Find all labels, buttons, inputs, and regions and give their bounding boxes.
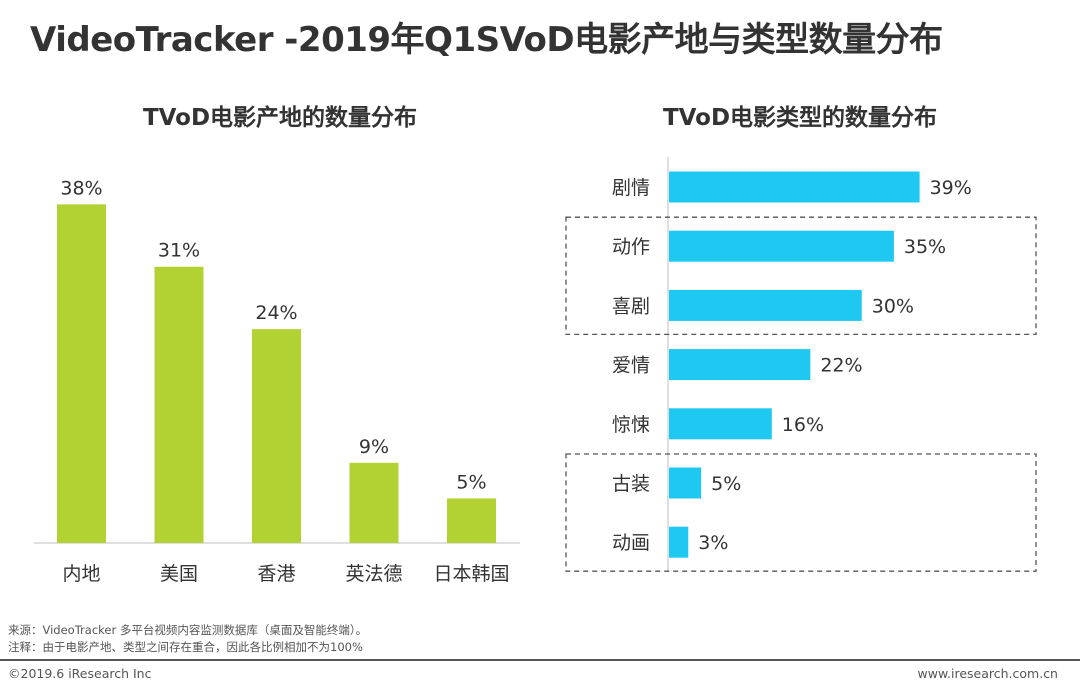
genre-tick-label: 爱情 (612, 355, 650, 377)
genre-bar (669, 349, 811, 381)
origin-data-label: 24% (255, 302, 297, 324)
copyright-text: ©2019.6 iResearch Inc (8, 666, 152, 681)
highlight-group-box (565, 216, 1037, 336)
genre-data-label: 22% (820, 355, 862, 377)
origin-bar (57, 204, 106, 543)
genre-data-label: 16% (782, 414, 824, 436)
genre-tick-label: 惊悚 (612, 414, 650, 436)
page-title: VideoTracker -2019年Q1SVoD电影产地与类型数量分布 (30, 20, 943, 60)
genre-data-label: 35% (904, 236, 946, 258)
genre-bar (669, 408, 772, 440)
genre-tick-label: 古装 (612, 473, 650, 495)
genre-tick-label: 剧情 (612, 177, 650, 199)
genre-tick-label: 动画 (612, 532, 650, 554)
genre-bar (669, 467, 702, 499)
origin-bar (349, 462, 399, 543)
genre-data-label: 30% (872, 295, 914, 317)
footer-divider (0, 659, 1080, 661)
origin-tick-label: 内地 (62, 563, 100, 585)
origin-data-label: 31% (158, 240, 200, 262)
genre-data-label: 5% (711, 473, 741, 495)
origin-data-label: 5% (456, 471, 486, 493)
genre-data-label: 39% (930, 177, 972, 199)
genre-tick-label: 动作 (612, 236, 650, 258)
source-note: 来源：VideoTracker 多平台视频内容监测数据库（桌面及智能终端）。 (8, 623, 368, 637)
origin-data-label: 9% (359, 436, 389, 458)
genre-bar (669, 526, 689, 558)
origin-bar (154, 266, 204, 543)
origin-tick-label: 日本韩国 (433, 563, 509, 585)
genre-bar (669, 171, 920, 203)
website-link[interactable]: www.iresearch.com.cn (917, 666, 1059, 681)
origin-chart-title: TVoD电影产地的数量分布 (142, 105, 418, 131)
remark-note: 注释：由于电影产地、类型之间存在重合，因此各比例相加不为100% (8, 640, 363, 654)
genre-chart-title: TVoD电影类型的数量分布 (662, 105, 938, 131)
origin-tick-label: 英法德 (345, 563, 402, 585)
origin-tick-label: 香港 (257, 563, 295, 585)
highlight-group-box (565, 453, 1037, 572)
genre-data-label: 3% (698, 532, 728, 554)
origin-data-label: 38% (60, 177, 102, 199)
genre-bar (669, 289, 862, 321)
genre-tick-label: 喜剧 (612, 295, 650, 317)
origin-tick-label: 美国 (160, 563, 198, 585)
origin-bar (252, 329, 301, 543)
origin-bar (447, 498, 496, 543)
genre-bar (669, 230, 894, 262)
